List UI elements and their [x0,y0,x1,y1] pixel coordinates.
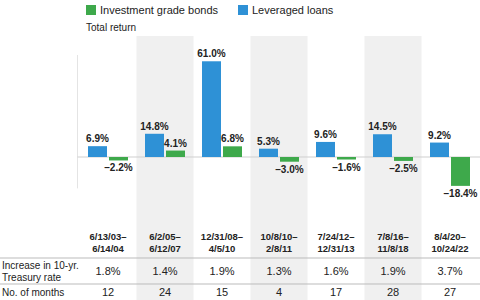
table-rule [0,284,480,285]
table-cell: 3.7% [437,265,462,277]
data-label: –18.4% [444,188,478,199]
table-cell: 17 [330,286,342,298]
category-label-line: 7/24/12– [318,231,355,242]
row-label: Increase in 10-yr.Treasury rate [2,260,79,283]
bar [202,61,221,157]
row-label: No. of months [2,287,64,298]
legend-label: Investment grade bonds [100,4,219,16]
bar [223,146,242,157]
bar [430,143,449,157]
category-label: 6/13/03–6/14/04 [90,231,127,254]
table-cell: 1.6% [323,265,348,277]
category-label-line: 12/31/08– [201,231,243,242]
table-cell: 1.3% [266,265,291,277]
bar [280,157,299,162]
data-label: 14.5% [368,121,396,132]
data-label: 6.9% [86,133,109,144]
column-band [137,36,194,300]
y-axis-line [77,55,78,188]
data-label: –2.5% [389,163,417,174]
table-cell: 1.8% [95,265,120,277]
legend-swatch [238,5,248,15]
table-rule [0,258,480,259]
legend-swatch [86,5,96,15]
table-cell: 24 [159,286,171,298]
category-label-line: 6/13/03– [90,231,127,242]
data-label: –1.6% [332,162,360,173]
bar [145,134,164,157]
chart: Investment grade bonds Leveraged loans Tot… [0,0,480,300]
category-label-line: 6/14/04 [92,243,124,254]
bar [109,157,128,160]
axis-label: Total return [86,22,136,33]
chart-root: Investment grade bonds Leveraged loans Tot… [0,0,480,300]
bar [451,157,470,186]
category-label-line: 2/8/11 [266,243,293,254]
row-label-line: Increase in 10-yr. [2,260,79,271]
category-label: 7/24/12–12/31/13 [318,231,355,254]
column-band [251,36,308,300]
legend-label: Leveraged loans [252,4,334,16]
category-label-line: 10/24/22 [432,243,469,254]
category-label-line: 4/5/10 [209,243,235,254]
category-label-line: 7/8/16– [377,231,409,242]
bar [394,157,413,161]
bar [259,149,278,157]
category-label-line: 12/31/13 [318,243,355,254]
category-label: 7/8/16–11/8/18 [377,231,409,254]
category-label: 8/4/20–10/24/22 [432,231,469,254]
bar [316,142,335,157]
bars [88,61,470,186]
table-cell: 15 [216,286,228,298]
category-label-line: 10/8/10– [261,231,298,242]
data-label: 9.6% [314,129,337,140]
data-label: 6.8% [221,133,244,144]
column-band [365,36,422,300]
baseline [78,157,480,158]
data-label: 4.1% [164,138,187,149]
bar [88,146,107,157]
table-cell: 28 [387,286,399,298]
data-label: 61.0% [197,48,225,59]
category-label-line: 6/2/05– [149,231,181,242]
bar [166,151,185,157]
bar [337,157,356,160]
category-label-line: 11/8/18 [377,243,408,254]
table-cell: 1.4% [152,265,177,277]
category-label: 6/2/05–6/12/07 [149,231,181,254]
data-label: 9.2% [428,130,451,141]
table-cell: 4 [276,286,282,298]
data-label: 14.8% [140,121,168,132]
category-label: 12/31/08–4/5/10 [201,231,243,254]
table-cell: 1.9% [209,265,234,277]
bar [373,134,392,157]
table-cell: 12 [102,286,114,298]
table-cell: 27 [444,286,456,298]
data-label: 5.3% [257,136,280,147]
data-labels: –2.2% 4.1% 6.8% –3.0% –1.6% –2.5% –18.4% 6.9% 14… [86,48,477,199]
category-label: 10/8/10–2/8/11 [261,231,298,254]
data-label: –2.2% [104,162,132,173]
data-label: –3.0% [275,164,303,175]
row-label-line: Treasury rate [2,272,62,283]
table-cell: 1.9% [380,265,405,277]
category-label-line: 8/4/20– [434,231,466,242]
category-label-line: 6/12/07 [149,243,181,254]
row-label-line: No. of months [2,287,64,298]
